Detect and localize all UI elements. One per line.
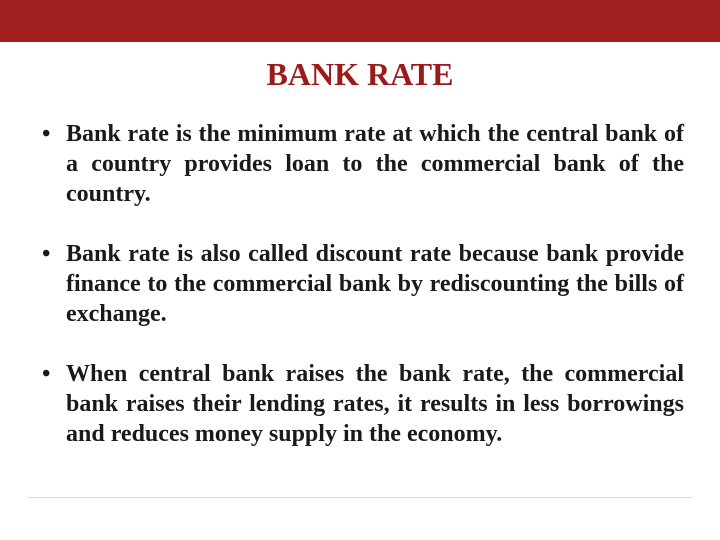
decorative-line bbox=[28, 497, 692, 498]
header-bar bbox=[0, 0, 720, 42]
content-area: Bank rate is the minimum rate at which t… bbox=[0, 119, 720, 449]
list-item: Bank rate is also called discount rate b… bbox=[36, 239, 684, 329]
bullet-list: Bank rate is the minimum rate at which t… bbox=[36, 119, 684, 449]
list-item: Bank rate is the minimum rate at which t… bbox=[36, 119, 684, 209]
page-title: BANK RATE bbox=[0, 56, 720, 93]
list-item: When central bank raises the bank rate, … bbox=[36, 359, 684, 449]
